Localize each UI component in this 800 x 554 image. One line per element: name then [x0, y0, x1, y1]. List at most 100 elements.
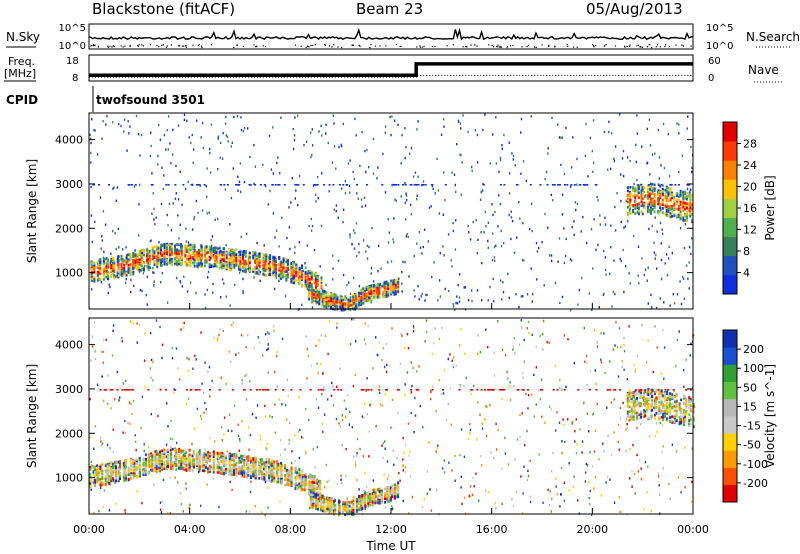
power-echo-cell [102, 261, 105, 265]
power-echo-cell [319, 265, 321, 268]
power-echo-cell [336, 296, 339, 299]
power-echo-cell [160, 258, 162, 262]
power-echo-cell [203, 184, 206, 186]
power-echo-cell [180, 256, 183, 260]
velocity-echo-cell [178, 447, 181, 451]
velocity-echo-cell [261, 477, 264, 481]
velocity-echo-cell [169, 453, 172, 456]
power-echo-cell [370, 285, 373, 288]
power-echo-cell [385, 287, 388, 291]
power-echo-cell [245, 232, 248, 236]
velocity-echo-cell [254, 475, 257, 478]
power-echo-cell [661, 200, 664, 204]
power-echo-cell [353, 276, 355, 280]
power-echo-cell [221, 263, 224, 266]
power-echo-cell [626, 213, 629, 217]
power-echo-cell [352, 229, 355, 232]
power-echo-cell [265, 254, 268, 258]
power-echo-cell [221, 266, 224, 270]
power-echo-cell [132, 270, 135, 274]
power-echo-cell [474, 128, 477, 132]
power-echo-cell [307, 270, 310, 273]
power-echo-cell [214, 249, 217, 252]
power-echo-cell [187, 255, 190, 258]
power-echo-cell [169, 253, 172, 257]
power-echo-cell [315, 275, 317, 278]
power-echo-cell [174, 184, 177, 186]
noise-search-point [649, 44, 651, 46]
power-echo-cell [304, 270, 307, 274]
noise-search-point [294, 44, 297, 46]
velocity-echo-cell [163, 448, 166, 452]
noise-search-point [197, 44, 199, 46]
power-echo-cell [521, 258, 524, 262]
velocity-echo-cell [130, 473, 133, 477]
velocity-echo-cell [241, 473, 243, 477]
power-echo-cell [626, 186, 629, 189]
power-echo-cell [657, 210, 660, 213]
power-echo-cell [182, 184, 185, 186]
power-echo-cell [580, 230, 582, 233]
power-echo-cell [219, 156, 221, 159]
velocity-echo-cell [96, 470, 99, 474]
power-echo-cell [274, 184, 277, 186]
power-echo-cell [210, 123, 213, 126]
power-echo-cell [129, 256, 132, 259]
power-echo-cell [321, 304, 324, 308]
velocity-echo-cell [235, 461, 238, 465]
velocity-echo-cell [192, 452, 195, 456]
velocity-echo-cell [235, 455, 238, 458]
power-echo-cell [335, 304, 338, 308]
power-echo-cell [636, 187, 639, 191]
power-echo-cell [380, 267, 382, 270]
power-echo-cell [99, 272, 102, 276]
velocity-echo-cell [195, 452, 198, 455]
power-colorbar-swatch [723, 236, 737, 257]
power-echo-cell [228, 264, 231, 268]
power-echo-cell [278, 256, 281, 259]
power-echo-cell [293, 279, 296, 283]
power-echo-cell [335, 204, 338, 207]
power-echo-cell [225, 251, 228, 255]
velocity-echo-cell [192, 462, 195, 466]
power-echo-cell [170, 242, 173, 246]
power-echo-cell [228, 268, 231, 271]
power-echo-cell [383, 283, 386, 286]
power-echo-cell [632, 209, 635, 212]
power-echo-cell [143, 251, 145, 255]
power-echo-cell [671, 207, 673, 210]
power-echo-cell [130, 278, 132, 282]
power-echo-cell [587, 175, 589, 178]
power-echo-cell [559, 301, 561, 305]
noise-left-tick-high: 10^5 [59, 23, 86, 34]
noise-search-point [592, 44, 594, 46]
power-echo-cell [574, 201, 576, 204]
velocity-echo-cell [101, 481, 104, 484]
power-echo-cell [315, 200, 317, 203]
power-echo-cell [679, 217, 682, 221]
power-echo-cell [148, 259, 151, 262]
noise-search-point [399, 45, 401, 47]
power-echo-cell [146, 257, 149, 261]
power-echo-cell [127, 260, 130, 263]
power-echo-cell [104, 223, 107, 226]
velocity-echo-cell [108, 464, 111, 467]
power-echo-cell [308, 278, 311, 281]
noise-search-point [603, 45, 605, 47]
velocity-echo-cell [96, 476, 99, 480]
power-echo-cell [677, 198, 680, 202]
power-echo-cell [175, 276, 178, 280]
power-echo-cell [651, 197, 654, 201]
power-echo-cell [385, 295, 388, 298]
power-echo-cell [653, 206, 656, 210]
noise-search-point [341, 46, 343, 49]
power-echo-cell [184, 251, 187, 254]
velocity-echo-cell [254, 477, 257, 480]
power-echo-cell [273, 268, 276, 271]
power-echo-cell [249, 155, 251, 159]
noise-search-point [97, 46, 99, 48]
velocity-echo-cell [151, 459, 154, 462]
power-echo-cell [676, 192, 679, 195]
power-echo-cell [205, 248, 208, 251]
power-echo-cell [340, 302, 343, 305]
